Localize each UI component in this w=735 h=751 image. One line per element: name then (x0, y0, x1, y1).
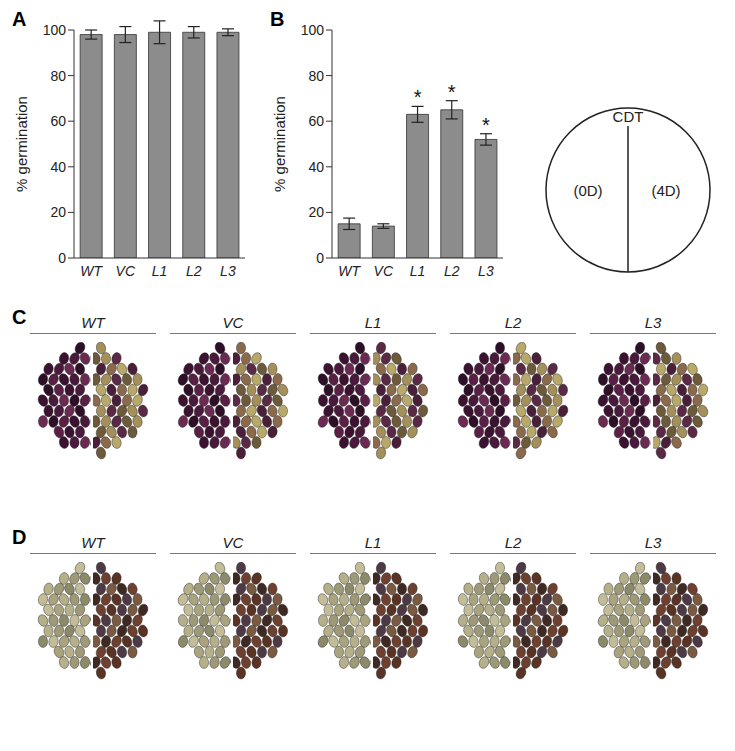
svg-text:% germination: % germination (13, 96, 30, 192)
html-text:A: A (12, 8, 27, 30)
svg-text:L1: L1 (410, 263, 426, 279)
svg-text:WT: WT (338, 263, 361, 279)
svg-text:0: 0 (58, 250, 66, 266)
svg-text:60: 60 (308, 113, 324, 129)
svg-text:40: 40 (308, 159, 324, 175)
html-text:D: D (12, 526, 27, 548)
svg-text:L3: L3 (478, 263, 494, 279)
svg-text:100: 100 (301, 22, 325, 38)
html-text:L2: L2 (504, 314, 522, 331)
svg-text:L1: L1 (152, 263, 168, 279)
svg-text:VC: VC (116, 263, 136, 279)
html-text:L2: L2 (504, 534, 522, 551)
html-text:VC: VC (222, 534, 244, 551)
svg-text:0: 0 (316, 250, 324, 266)
svg-text:80: 80 (308, 68, 324, 84)
svg-text:20: 20 (308, 204, 324, 220)
svg-text:CDT: CDT (613, 108, 644, 125)
svg-text:40: 40 (50, 159, 66, 175)
svg-text:L2: L2 (186, 263, 202, 279)
svg-text:*: * (448, 81, 456, 103)
svg-text:*: * (482, 114, 490, 136)
svg-text:*: * (414, 86, 422, 108)
svg-text:L3: L3 (220, 263, 236, 279)
html-text:L1: L1 (364, 314, 382, 331)
html-text:B: B (270, 8, 285, 30)
svg-text:80: 80 (50, 68, 66, 84)
svg-text:60: 60 (50, 113, 66, 129)
html-text:WT: WT (81, 314, 105, 331)
svg-text:(4D): (4D) (651, 182, 680, 199)
html-text:C: C (12, 306, 27, 328)
svg-text:VC: VC (374, 263, 394, 279)
html-text:L3: L3 (644, 314, 662, 331)
svg-text:% germination: % germination (271, 96, 288, 192)
svg-text:WT: WT (80, 263, 103, 279)
html-text:L1: L1 (364, 534, 382, 551)
html-text:L3: L3 (644, 534, 662, 551)
svg-text:100: 100 (43, 22, 67, 38)
svg-text:20: 20 (50, 204, 66, 220)
svg-text:(0D): (0D) (573, 182, 602, 199)
html-text:VC: VC (222, 314, 244, 331)
svg-text:L2: L2 (444, 263, 460, 279)
html-text:WT: WT (81, 534, 105, 551)
